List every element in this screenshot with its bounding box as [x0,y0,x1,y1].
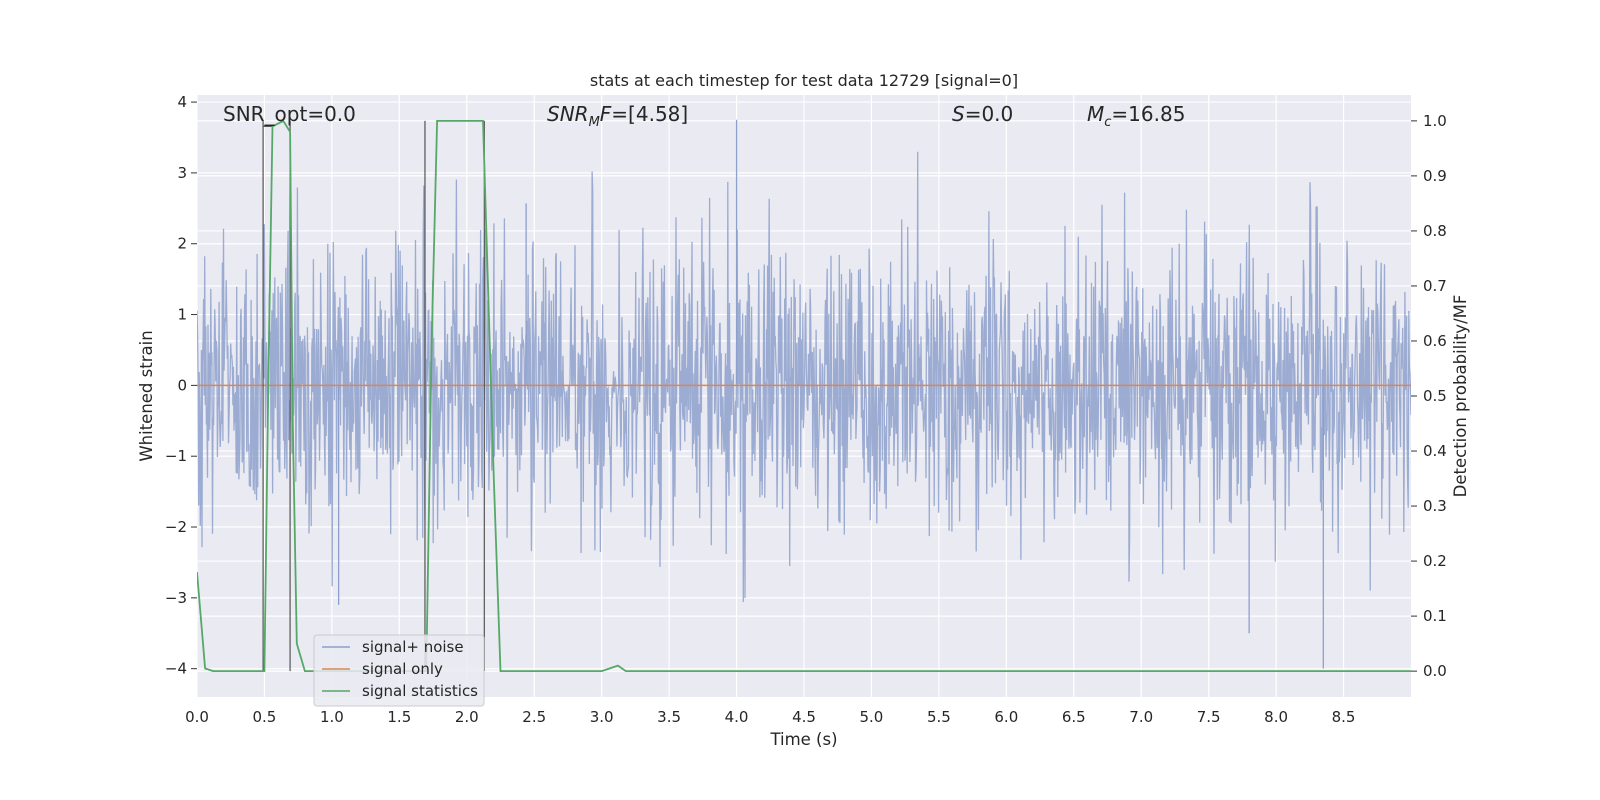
snr-mf-annotation: SNRMF=[4.58] [547,102,688,130]
noise-series-line [197,151,1411,603]
x-tick-label: 6.5 [1062,708,1086,726]
x-tick-label: 8.5 [1332,708,1356,726]
x-tick-label: 6.0 [994,708,1018,726]
y2-tick-label: 0.8 [1423,222,1447,240]
y2-tick-label: 0.2 [1423,552,1447,570]
snr-opt-annotation: SNR_opt=0.0 [223,102,356,126]
x-tick-label: 1.5 [387,708,411,726]
y2-tick-label: 0.7 [1423,277,1447,295]
y2-tick-label: 0.9 [1423,167,1447,185]
x-axis-ticks: 0.0 0.5 1.0 1.5 2.0 2.5 3.0 3.5 4.0 4.5 5.0 5.5 6.0 6… [185,708,1355,726]
y2-tick-label: 0.1 [1423,607,1447,625]
y-axis-label: Whitened strain [137,330,156,461]
y2-tick-label: 1.0 [1423,112,1447,130]
y2-axis-ticks: 1.0 0.9 0.8 0.7 0.6 0.5 0.4 0.3 0.2 0.1 0.0 [1411,112,1447,680]
svg-text:SNRMF=[4.58]: SNRMF=[4.58] [547,102,688,130]
x-tick-label: 5.0 [860,708,884,726]
y-tick-label: 3 [177,164,187,182]
y-tick-label: 0 [177,376,187,394]
legend-label-signal: signal only [362,660,443,678]
mc-value: =16.85 [1111,102,1185,126]
x-tick-label: 3.5 [657,708,681,726]
legend-box [313,634,485,707]
legend-label-stats: signal statistics [362,682,478,700]
y2-tick-label: 0.6 [1423,332,1447,350]
x-tick-label: 0.5 [253,708,277,726]
x-tick-label: 2.5 [522,708,546,726]
y-tick-label: −3 [165,589,187,607]
chart-title: stats at each timestep for test data 127… [590,71,1018,90]
x-tick-label: 2.0 [455,708,479,726]
svg-text:Mc=16.85: Mc=16.85 [1087,102,1185,130]
y-axis-ticks: 4 3 2 1 0 −1 −2 −3 −4 [165,93,197,678]
y2-axis-label: Detection probability/MF [1451,295,1470,498]
y-tick-label: −4 [165,660,187,678]
y-tick-label: 4 [177,93,187,111]
legend: signal+ noise signal only signal statist… [313,634,485,707]
x-tick-label: 8.0 [1264,708,1288,726]
x-tick-label: 7.0 [1129,708,1153,726]
legend-label-noise: signal+ noise [362,638,464,656]
y-tick-label: −2 [165,518,187,536]
y-tick-label: 1 [177,306,187,324]
x-tick-label: 5.5 [927,708,951,726]
snr-mf-value: =[4.58] [611,102,688,126]
s-annotation: S=0.0 [952,102,1013,126]
x-tick-label: 0.0 [185,708,209,726]
svg-text:S=0.0: S=0.0 [952,102,1013,126]
event-markers-layer [262,120,485,672]
noise-series-layer [197,119,1411,669]
mc-annotation: Mc=16.85 [1087,102,1185,130]
x-tick-label: 3.0 [590,708,614,726]
y2-tick-label: 0.5 [1423,387,1447,405]
x-axis-label: Time (s) [769,730,837,749]
y-tick-label: −1 [165,447,187,465]
x-tick-label: 7.5 [1197,708,1221,726]
s-value: =0.0 [965,102,1014,126]
x-tick-label: 4.5 [792,708,816,726]
y2-tick-label: 0.0 [1423,662,1447,680]
y2-tick-label: 0.4 [1423,442,1447,460]
x-tick-label: 1.0 [320,708,344,726]
y-tick-label: 2 [177,235,187,253]
y2-tick-label: 0.3 [1423,497,1447,515]
x-tick-label: 4.0 [725,708,749,726]
